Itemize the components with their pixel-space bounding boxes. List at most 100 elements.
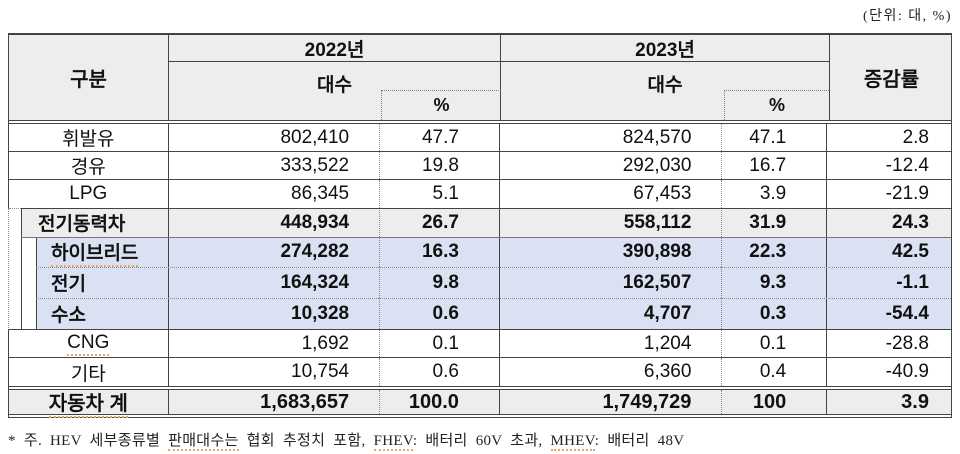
cell-2022-count: 10,754 xyxy=(169,358,381,386)
cell-category: CNG xyxy=(9,330,169,357)
cell-2022-percent: 9.8 xyxy=(380,267,500,298)
note-text-segment: 협회 추정치 포함, xyxy=(238,433,374,449)
cell-category: 휘발유 xyxy=(9,124,169,151)
fuel-rows-top: 휘발유 802,410 47.7 824,570 47.1 2.8 경유 333,522 19.… xyxy=(8,124,952,208)
cell-2022-count: 448,934 xyxy=(168,208,381,237)
cell-2023-count: 558,112 xyxy=(499,208,723,237)
cell-category: LPG xyxy=(9,180,169,208)
cell-2022-count: 274,282 xyxy=(168,237,381,267)
table-row-hydrogen: 수소 10,328 0.6 4,707 0.3 -54.4 xyxy=(9,298,951,329)
header-count-2023: 대수 xyxy=(647,74,683,96)
cell-2023-percent: 100 xyxy=(722,390,828,414)
indent-spacer xyxy=(9,298,36,329)
cell-2022-percent: 0.6 xyxy=(380,298,500,329)
header-count-2022: 대수 xyxy=(169,62,501,120)
table-row-ev-group: 전기동력차 448,934 26.7 558,112 31.9 24.3 xyxy=(9,208,951,237)
cell-2022-count: 1,692 xyxy=(169,330,381,357)
cell-2023-percent: 31.9 xyxy=(722,208,828,237)
table-row-other: 기타 10,754 0.6 6,360 0.4 -40.9 xyxy=(9,358,951,386)
row-label: 전기 xyxy=(51,274,86,295)
cell-change-rate: 42.5 xyxy=(827,237,951,267)
cell-category: 수소 xyxy=(9,298,169,329)
cell-2022-count: 10,328 xyxy=(168,298,381,329)
cell-change-rate: -40.9 xyxy=(885,361,929,382)
indent-spacer xyxy=(9,267,36,298)
double-rule-total-top xyxy=(8,386,952,390)
indent-box: 수소 xyxy=(36,298,168,329)
cell-2022-count: 86,345 xyxy=(169,180,381,208)
row-label: 휘발유 xyxy=(62,129,115,150)
row-label: 전기동력차 xyxy=(38,214,126,235)
note-underlined-term: FHEV xyxy=(373,433,413,451)
cell-2022-percent: 0.1 xyxy=(380,330,500,357)
cell-2023-percent: 47.1 xyxy=(722,124,828,151)
header-percent-2023: % xyxy=(724,90,829,120)
header-year-2022: 2022년 xyxy=(169,35,501,62)
cell-2023-percent: 0.1 xyxy=(722,330,828,357)
cell-2022-percent: 16.3 xyxy=(380,237,500,267)
header-change-rate: 증감률 xyxy=(829,35,953,120)
cell-2022-percent: 100.0 xyxy=(380,390,500,414)
cell-category: 자동차 계 xyxy=(9,390,169,418)
note-text-segment: : 배터리 60V 초과, xyxy=(412,433,551,449)
note-underlined-term: 판매대수는 xyxy=(168,433,239,451)
cell-change-rate: -54.4 xyxy=(827,298,951,329)
total-row-section: 자동차 계 1,683,657 100.0 1,749,729 100 3.9 xyxy=(8,390,952,418)
cell-change-rate: 24.3 xyxy=(827,208,951,237)
cell-category: 하이브리드 xyxy=(9,237,169,267)
table-row-total: 자동차 계 1,683,657 100.0 1,749,729 100 3.9 xyxy=(9,390,951,418)
cell-2023-count: 4,707 xyxy=(499,298,723,329)
cell-category: 경유 xyxy=(9,152,169,179)
table-row-cng: CNG 1,692 0.1 1,204 0.1 -28.8 xyxy=(9,330,951,358)
note-text-segment: * 주. HEV 세부종류별 xyxy=(8,433,169,449)
cell-2023-percent: 22.3 xyxy=(722,237,828,267)
cell-2023-count: 6,360 xyxy=(500,358,723,386)
cell-change-rate: 2.8 xyxy=(902,126,929,148)
cell-2022-count: 1,683,657 xyxy=(168,390,381,414)
cell-2023-count: 1,749,729 xyxy=(499,390,723,414)
cell-2023-percent: 9.3 xyxy=(722,267,828,298)
header-category: 구분 xyxy=(9,35,169,120)
cell-change-rate: 3.9 xyxy=(827,390,951,414)
indent-spacer xyxy=(9,208,21,237)
fuel-rows-bottom: CNG 1,692 0.1 1,204 0.1 -28.8 기타 10,754 0.6 6,360… xyxy=(8,330,952,386)
unit-label: (단위: 대, %) xyxy=(862,9,952,24)
cell-change-rate: -21.9 xyxy=(885,183,929,204)
cell-change-rate: -28.8 xyxy=(885,332,929,354)
ev-group-block: 전기동력차 448,934 26.7 558,112 31.9 24.3 하이브리드 274,… xyxy=(8,208,952,330)
footnote: * 주. HEV 세부종류별 판매대수는 협회 추정치 포함, FHEV: 배터… xyxy=(8,429,685,451)
indent-box: 전기동력차 xyxy=(21,208,168,237)
cell-category: 전기동력차 xyxy=(9,208,169,237)
cell-2022-percent: 26.7 xyxy=(380,208,500,237)
cell-2023-percent: 0.3 xyxy=(722,298,828,329)
table-row-hybrid: 하이브리드 274,282 16.3 390,898 22.3 42.5 xyxy=(9,237,951,267)
cell-2023-count: 1,204 xyxy=(500,330,723,357)
cell-2022-percent: 19.8 xyxy=(380,152,500,179)
cell-2023-count: 162,507 xyxy=(499,267,723,298)
double-rule-bottom xyxy=(8,414,952,418)
note-underlined-term: MHEV xyxy=(550,433,595,451)
cell-2023-percent: 0.4 xyxy=(722,358,828,386)
note-text-segment: : 배터리 48V xyxy=(594,433,685,449)
indent-spacer xyxy=(9,237,36,267)
indent-box: 전기 xyxy=(36,267,168,298)
vehicle-registration-table: 구분 2022년 2023년 대수 대수 % % 증감률 휘발유 802,410 4… xyxy=(8,33,952,418)
row-label: 기타 xyxy=(70,363,106,385)
cell-2022-percent: 0.6 xyxy=(380,358,500,386)
cell-2023-count: 824,570 xyxy=(500,124,723,151)
header-year-2023: 2023년 xyxy=(501,35,829,62)
table-row-lpg: LPG 86,345 5.1 67,453 3.9 -21.9 xyxy=(9,180,951,208)
ev-group-rows: 전기동력차 448,934 26.7 558,112 31.9 24.3 하이브리드 274,… xyxy=(9,208,951,329)
table-row-diesel: 경유 333,522 19.8 292,030 16.7 -12.4 xyxy=(9,152,951,180)
header-percent-2022: % xyxy=(381,90,501,120)
indent-box: 하이브리드 xyxy=(36,237,168,267)
cell-category: 전기 xyxy=(9,267,169,298)
cell-change-rate: -12.4 xyxy=(885,154,929,176)
double-rule-header xyxy=(8,120,952,124)
row-label: LPG xyxy=(69,183,108,204)
table-row-electric: 전기 164,324 9.8 162,507 9.3 -1.1 xyxy=(9,267,951,298)
cell-2023-percent: 3.9 xyxy=(722,180,828,208)
cell-2022-percent: 47.7 xyxy=(380,124,500,151)
cell-2022-percent: 5.1 xyxy=(380,180,500,208)
